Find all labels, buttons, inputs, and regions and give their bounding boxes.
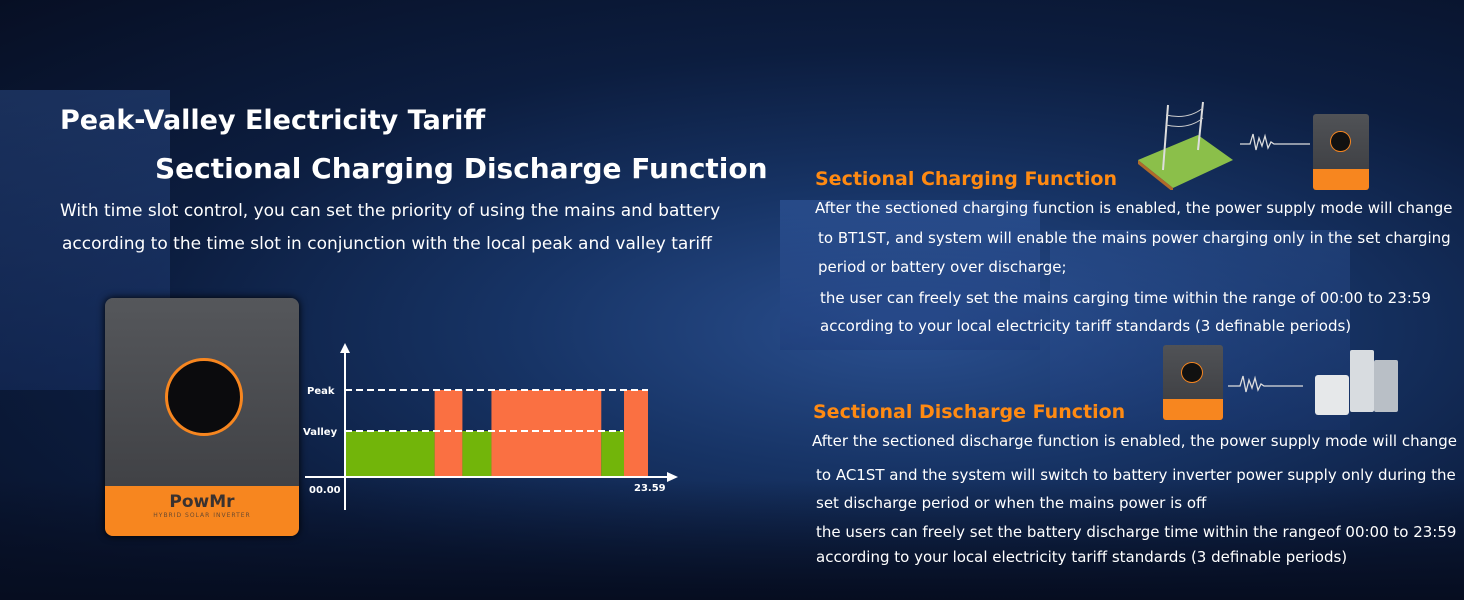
charging-text-line: to BT1ST, and system will enable the mai…	[818, 229, 1451, 247]
bar-peak	[434, 390, 463, 477]
product-subtitle: HYBRID SOLAR INVERTER	[153, 512, 251, 519]
charging-text-line: After the sectioned charging function is…	[815, 199, 1453, 217]
bar-valley	[462, 431, 492, 477]
intro-line: according to the time slot in conjunctio…	[62, 234, 712, 254]
inverter-small-image	[1163, 345, 1223, 420]
discharge-text-line: set discharge period or when the mains p…	[816, 494, 1207, 512]
title-line-2: Sectional Charging Discharge Function	[155, 152, 768, 185]
discharge-text-line: the users can freely set the battery dis…	[816, 523, 1457, 541]
bar-valley	[345, 431, 435, 477]
discharge-text-line: according to your local electricity tari…	[816, 548, 1348, 566]
bar-peak	[624, 390, 648, 477]
title-line-1: Peak-Valley Electricity Tariff	[60, 105, 486, 136]
discharge-text-line: to AC1ST and the system will switch to b…	[816, 466, 1456, 484]
y-axis-arrow-icon	[340, 343, 350, 353]
charging-text-line: period or battery over discharge;	[818, 258, 1067, 276]
inverter-display	[165, 358, 243, 436]
bar-valley	[601, 431, 625, 477]
inverter-product-image: PowMr HYBRID SOLAR INVERTER	[105, 298, 299, 536]
charging-text-line: the user can freely set the mains cargin…	[820, 289, 1431, 307]
power-grid-illustration	[1128, 100, 1238, 192]
x-label-start: 00.00	[309, 485, 341, 496]
y-label-valley: Valley	[303, 427, 338, 438]
background-window	[780, 200, 1040, 350]
charging-text-line: according to your local electricity tari…	[820, 317, 1352, 335]
discharge-text-line: After the sectioned discharge function i…	[812, 432, 1458, 450]
x-axis-arrow-icon	[667, 472, 678, 482]
waveform-icon	[1228, 375, 1303, 393]
waveform-icon	[1240, 133, 1310, 151]
x-label-end: 23.59	[634, 483, 666, 494]
intro-line: With time slot control, you can set the …	[60, 201, 721, 221]
home-appliances-illustration	[1310, 350, 1400, 418]
bar-peak	[491, 390, 602, 477]
y-label-peak: Peak	[307, 386, 335, 397]
brand-logo: PowMr	[169, 492, 235, 512]
inverter-small-image	[1313, 114, 1369, 190]
charging-title: Sectional Charging Function	[815, 168, 1117, 190]
discharge-title: Sectional Discharge Function	[813, 401, 1126, 423]
tariff-chart: Peak Valley 00.00 23.59	[303, 343, 678, 510]
